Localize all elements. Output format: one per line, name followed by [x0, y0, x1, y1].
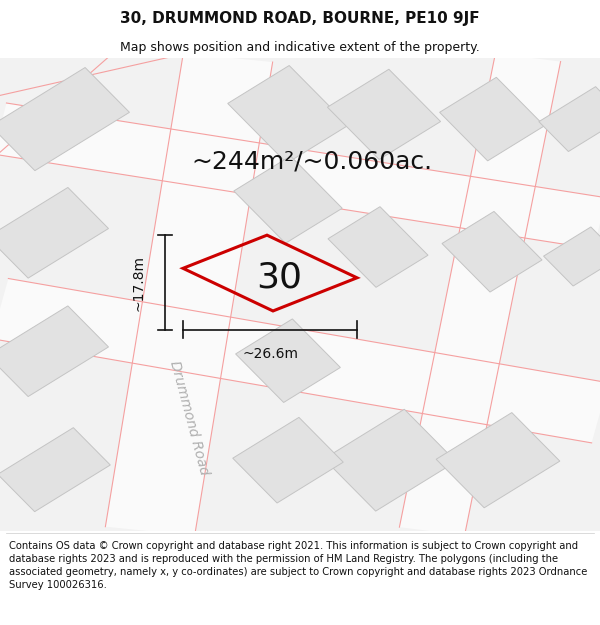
Polygon shape — [0, 279, 600, 443]
Polygon shape — [442, 211, 542, 292]
Polygon shape — [106, 53, 272, 536]
Text: Map shows position and indicative extent of the property.: Map shows position and indicative extent… — [120, 41, 480, 54]
Text: ~17.8m: ~17.8m — [131, 254, 145, 311]
Polygon shape — [228, 66, 348, 163]
Text: 30, DRUMMOND ROAD, BOURNE, PE10 9JF: 30, DRUMMOND ROAD, BOURNE, PE10 9JF — [120, 11, 480, 26]
Text: 30: 30 — [256, 261, 302, 295]
Polygon shape — [236, 319, 340, 402]
Polygon shape — [539, 87, 600, 151]
Polygon shape — [400, 53, 560, 536]
Polygon shape — [0, 428, 110, 512]
Text: ~244m²/~0.060ac.: ~244m²/~0.060ac. — [191, 150, 433, 174]
Polygon shape — [234, 156, 342, 243]
Polygon shape — [0, 188, 109, 278]
Polygon shape — [436, 412, 560, 508]
Polygon shape — [233, 418, 343, 503]
Polygon shape — [0, 68, 130, 171]
Text: ~26.6m: ~26.6m — [242, 347, 298, 361]
Polygon shape — [324, 409, 456, 511]
Text: Contains OS data © Crown copyright and database right 2021. This information is : Contains OS data © Crown copyright and d… — [9, 541, 587, 590]
Polygon shape — [0, 103, 600, 249]
Polygon shape — [328, 69, 440, 159]
Polygon shape — [544, 227, 600, 286]
Text: Drummond Road: Drummond Road — [167, 359, 211, 476]
Polygon shape — [0, 306, 109, 396]
Polygon shape — [440, 78, 544, 161]
Polygon shape — [328, 207, 428, 288]
